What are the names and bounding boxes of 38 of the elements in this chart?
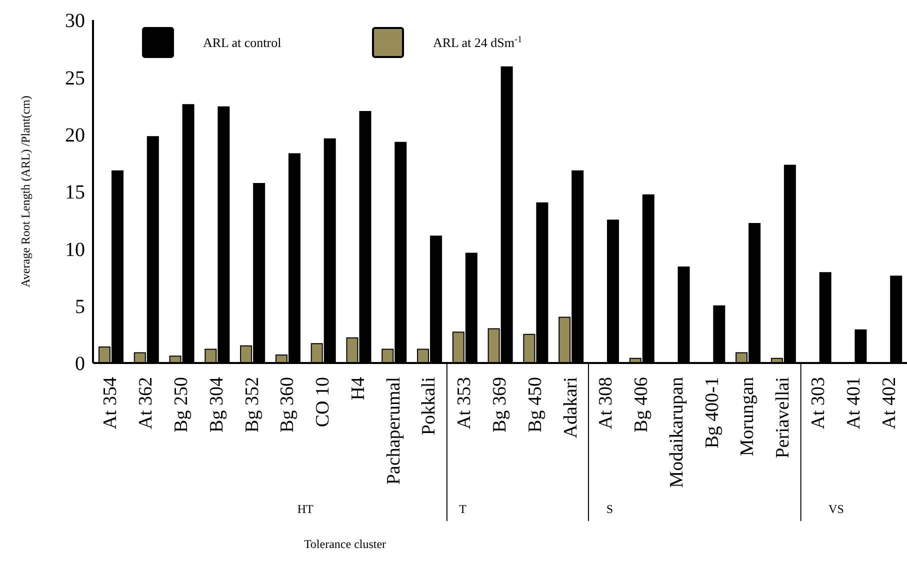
x-tick-label: Bg 450 — [524, 377, 546, 432]
x-axis-title: Tolerance cluster — [304, 537, 386, 551]
x-tick-label: H4 — [348, 376, 369, 400]
x-tick-label: Pachaperumal — [383, 377, 404, 485]
x-tick-label: Bg 406 — [631, 377, 652, 432]
y-tick-label: 20 — [65, 124, 85, 146]
text: HT — [297, 502, 314, 516]
legend-label: ARL at 24 dSm$^{-1}$ — [433, 34, 522, 50]
x-tick-label: Periavellai — [772, 377, 794, 458]
x-tick-label: Bg 250 — [170, 377, 192, 432]
y-tick-label: 25 — [65, 67, 85, 90]
legend-label: ARL at control — [203, 35, 282, 50]
x-tick-label: At 353 — [454, 377, 476, 430]
x-tick-label: At 402 — [878, 377, 900, 430]
x-tick-label: Modaikarupan — [666, 376, 688, 488]
x-tick-label: Bg 352 — [242, 377, 263, 432]
x-tick-label: Adakari — [560, 377, 582, 438]
x-tick-label: At 362 — [136, 377, 157, 430]
x-tick-label: Morungan — [737, 376, 758, 456]
y-tick-label: 30 — [65, 10, 85, 32]
x-tick-label: At 303 — [808, 377, 830, 430]
x-tick-label: CO 10 — [312, 377, 334, 428]
y-axis-title: Average Root Length (ARL) /Plant(cm) — [18, 96, 32, 288]
x-tick-label: Bg 400-1 — [702, 377, 723, 448]
y-tick-label: 10 — [65, 238, 85, 261]
text: S — [606, 502, 614, 516]
text: VS — [828, 502, 844, 516]
y-tick-label: 5 — [75, 296, 85, 318]
x-tick-label: At 308 — [596, 377, 617, 430]
y-tick-label: 0 — [75, 353, 85, 376]
text: T — [459, 502, 468, 516]
x-tick-label: Bg 369 — [490, 377, 510, 432]
x-tick-label: Bg 304 — [206, 376, 228, 432]
y-tick-label: 15 — [65, 182, 85, 204]
x-tick-label: At 354 — [100, 376, 122, 430]
x-tick-label: Bg 360 — [277, 377, 298, 432]
x-tick-label: Pokkali — [418, 377, 440, 436]
x-tick-label: At 401 — [843, 377, 864, 430]
